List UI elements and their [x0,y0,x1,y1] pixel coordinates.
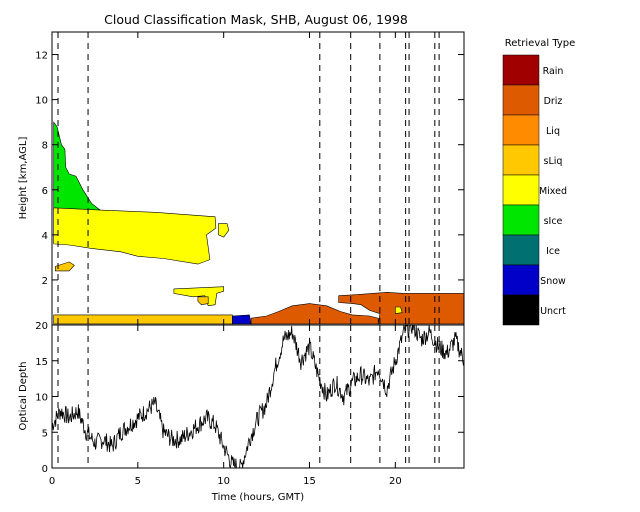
legend-label-sice: sIce [544,216,563,227]
legend-label-mixed: Mixed [539,186,567,197]
x-tick-label-0: 0 [49,476,55,487]
x-tick-label-2: 10 [217,476,230,487]
region-sliq-6 [53,314,233,325]
legend-swatch-rain [502,54,540,86]
legend-label-driz: Driz [544,96,563,107]
legend: Retrieval Type Rain Driz Liq sLiq Mixed sIce I… [502,38,576,326]
legend-swatch-mixed [502,174,540,206]
top-plot-frame [51,31,465,326]
bottom-y-axis-label: Optical Depth [18,362,29,431]
legend-swatch-sliq [502,144,540,176]
bottom-y-tick-label-1: 5 [42,428,48,439]
region-mixed-4 [173,286,224,307]
optical-depth-panel: 0 5 10 15 20 0 5 10 15 20 Optical Depth Time (ho… [18,321,465,503]
legend-label-liq: Liq [546,126,560,137]
region-driz-9 [338,291,465,325]
bottom-x-ticks: 0 5 10 15 20 [49,325,402,487]
top-dashed-lines [57,32,440,325]
x-tick-label-1: 5 [135,476,141,487]
legend-label-sliq: sLiq [544,156,563,167]
optical-depth-line [51,323,465,469]
legend-swatch-uncrt [502,294,540,326]
top-y-tick-label-3: 8 [42,141,48,152]
bottom-y-tick-label-3: 15 [35,357,48,368]
top-y-tick-label-0: 2 [42,276,48,287]
top-y-tick-label-5: 12 [35,51,48,62]
x-tick-label-3: 15 [303,476,316,487]
bottom-y-tick-label-0: 0 [42,464,48,475]
legend-label-snow: Snow [540,276,566,287]
legend-label-uncrt: Uncrt [540,306,566,317]
legend-swatch-driz [502,84,540,116]
region-snow-7 [232,314,252,325]
bottom-y-tick-label-4: 20 [35,321,48,332]
legend-label-ice: Ice [546,246,560,257]
region-driz-8 [250,303,379,325]
bottom-dashed-lines [57,325,440,468]
legend-items: Rain Driz Liq sLiq Mixed sIce Ice Snow Uncrt [502,54,567,326]
region-sliq-5 [197,296,209,306]
region-mixed-1 [53,207,217,265]
top-y-tick-label-2: 6 [42,186,48,197]
chart-title: Cloud Classification Mask, SHB, August 0… [104,12,408,27]
x-axis-label: Time (hours, GMT) [211,492,305,503]
cloud-mask-panel: 2 4 6 8 10 12 Height [km,AGL] [18,31,465,326]
legend-swatch-liq [502,114,540,146]
region-mixed-2 [218,223,230,238]
bottom-y-tick-label-2: 10 [35,393,48,404]
cloud-regions [53,121,465,325]
region-sice-0 [53,121,101,211]
top-y-tick-label-1: 4 [42,231,48,242]
region-sliq-3 [55,261,75,272]
legend-swatch-ice [502,234,540,266]
top-y-tick-label-4: 10 [35,96,48,107]
top-y-ticks: 2 4 6 8 10 12 [35,51,464,287]
x-tick-label-4: 20 [389,476,402,487]
top-y-axis-label: Height [km,AGL] [18,137,29,220]
top-x-ticks [51,32,396,325]
region-mixed-10 [394,306,403,315]
bottom-y-ticks: 0 5 10 15 20 [35,321,464,475]
legend-swatch-snow [502,264,540,296]
legend-swatch-sice [502,204,540,236]
legend-label-rain: Rain [543,66,564,77]
legend-title: Retrieval Type [505,38,576,49]
